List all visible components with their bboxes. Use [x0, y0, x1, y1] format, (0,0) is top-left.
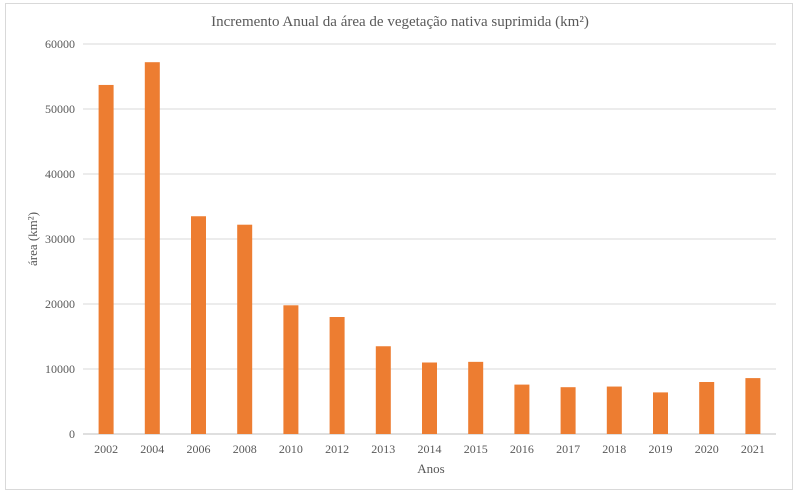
- x-tick-label: 2016: [510, 442, 534, 456]
- bar-2017: [560, 387, 576, 434]
- y-tick-label: 50000: [45, 102, 75, 116]
- x-tick-label: 2002: [94, 442, 118, 456]
- bars: [98, 62, 761, 434]
- x-axis-ticks: 2002 2004 2006 2008 2010 2012 2013 2014 2015 2016…: [94, 442, 765, 456]
- x-tick-label: 2015: [464, 442, 488, 456]
- x-tick-label: 2004: [140, 442, 164, 456]
- x-tick-label: 2014: [418, 442, 442, 456]
- x-tick-label: 2019: [649, 442, 673, 456]
- x-tick-label: 2008: [233, 442, 257, 456]
- bar-2019: [653, 392, 668, 434]
- bar-2015: [468, 361, 484, 434]
- bar-2021: [745, 378, 761, 434]
- y-axis-ticks: 0 10000 20000 30000 40000 50000 60000: [45, 37, 75, 441]
- y-tick-label: 20000: [45, 297, 75, 311]
- x-tick-label: 2006: [187, 442, 211, 456]
- y-tick-label: 60000: [45, 37, 75, 51]
- bar-2006: [191, 216, 206, 434]
- y-tick-label: 0: [69, 427, 75, 441]
- y-tick-label: 30000: [45, 232, 75, 246]
- bar-2010: [283, 305, 299, 434]
- y-tick-label: 40000: [45, 167, 75, 181]
- x-tick-label: 2018: [602, 442, 626, 456]
- bar-2012: [329, 317, 345, 434]
- bar-2004: [144, 62, 160, 434]
- bar-2013: [375, 346, 391, 434]
- bar-2016: [514, 384, 530, 434]
- chart-title: Incremento Anual da área de vegetação na…: [211, 14, 589, 30]
- bar-2018: [606, 386, 622, 434]
- bar-2014: [422, 362, 437, 434]
- x-tick-label: 2017: [556, 442, 580, 456]
- bar-2020: [699, 382, 715, 434]
- x-axis-label: Anos: [417, 461, 444, 476]
- x-tick-label: 2021: [741, 442, 765, 456]
- y-tick-label: 10000: [45, 362, 75, 376]
- x-tick-label: 2010: [279, 442, 303, 456]
- x-tick-label: 2013: [371, 442, 395, 456]
- x-tick-label: 2020: [695, 442, 719, 456]
- y-axis-label: área (km²): [25, 212, 40, 266]
- bar-2002: [98, 84, 114, 434]
- bar-2008: [237, 224, 253, 434]
- x-tick-label: 2012: [325, 442, 349, 456]
